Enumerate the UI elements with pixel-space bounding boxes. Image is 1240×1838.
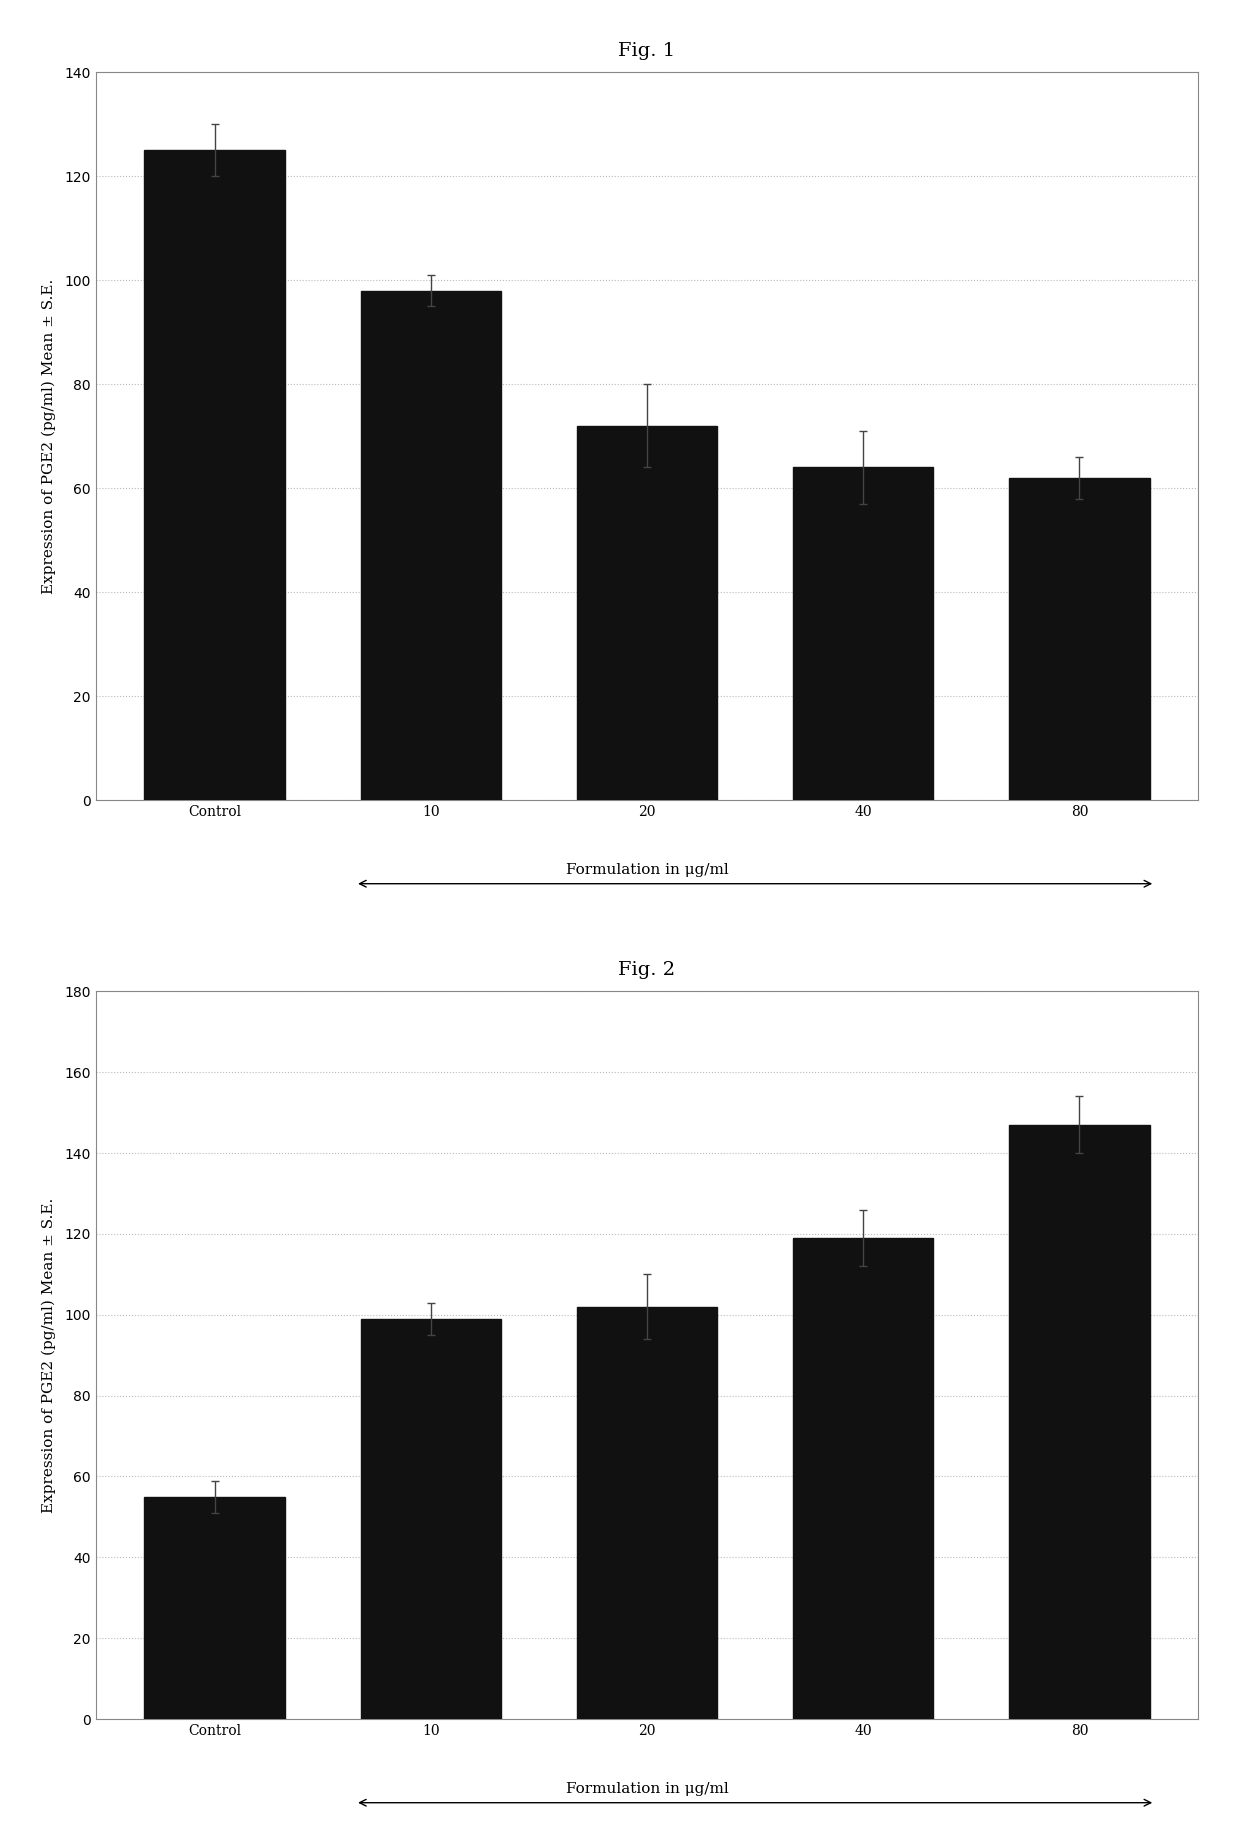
Bar <box>792 1239 934 1719</box>
Bar <box>1009 1125 1149 1719</box>
Bar <box>361 1320 501 1719</box>
Y-axis label: Expression of PGE2 (pg/ml) Mean ± S.E.: Expression of PGE2 (pg/ml) Mean ± S.E. <box>42 279 56 594</box>
Bar <box>361 290 501 800</box>
Bar <box>792 467 934 800</box>
Title: Fig. 2: Fig. 2 <box>619 961 676 978</box>
X-axis label: Formulation in μg/ml: Formulation in μg/ml <box>565 1783 728 1796</box>
Bar <box>577 1307 717 1719</box>
Y-axis label: Expression of PGE2 (pg/ml) Mean ± S.E.: Expression of PGE2 (pg/ml) Mean ± S.E. <box>42 1198 56 1513</box>
Bar <box>577 426 717 800</box>
Bar <box>144 1496 285 1719</box>
X-axis label: Formulation in μg/ml: Formulation in μg/ml <box>565 864 728 877</box>
Bar <box>144 151 285 800</box>
Bar <box>1009 478 1149 800</box>
Title: Fig. 1: Fig. 1 <box>619 42 676 59</box>
